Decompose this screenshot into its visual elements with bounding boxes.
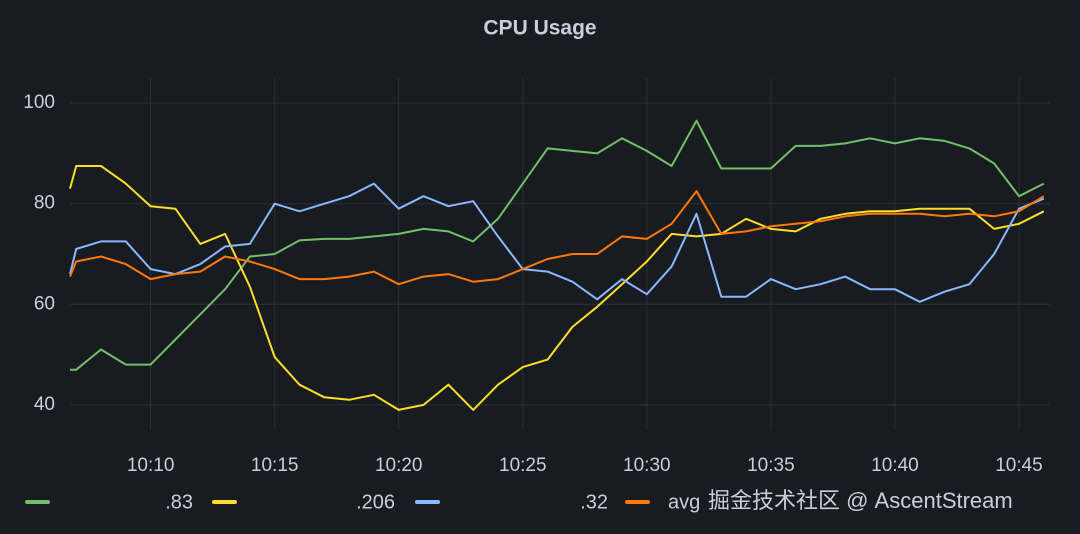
x-tick-label: 10:25 — [499, 455, 547, 476]
legend-swatch — [415, 500, 440, 504]
x-tick-label: 10:15 — [251, 455, 299, 476]
y-tick-label: 40 — [34, 394, 55, 415]
legend-label: avg — [668, 491, 700, 513]
x-tick-label: 10:40 — [871, 455, 919, 476]
legend-swatch — [625, 500, 650, 504]
y-tick-label: 100 — [23, 92, 55, 113]
legend-label: .83 — [165, 491, 193, 513]
y-tick-label: 80 — [34, 193, 55, 214]
x-tick-label: 10:30 — [623, 455, 671, 476]
watermark: 掘金技术社区 @ AscentStream — [708, 488, 1013, 513]
legend-label: .32 — [580, 491, 608, 513]
series-line — [69, 182, 1045, 303]
x-tick-label: 10:45 — [995, 455, 1043, 476]
legend-label: .206 — [356, 491, 395, 513]
legend-swatch — [25, 500, 50, 504]
series-line — [69, 190, 1045, 286]
x-tick-label: 10:10 — [127, 455, 175, 476]
series-line — [69, 165, 1045, 411]
y-tick-label: 60 — [34, 293, 55, 314]
x-tick-label: 10:35 — [747, 455, 795, 476]
series-line — [70, 119, 1045, 371]
legend-swatch — [212, 500, 237, 504]
x-tick-label: 10:20 — [375, 455, 423, 476]
chart-title: CPU Usage — [483, 17, 596, 40]
